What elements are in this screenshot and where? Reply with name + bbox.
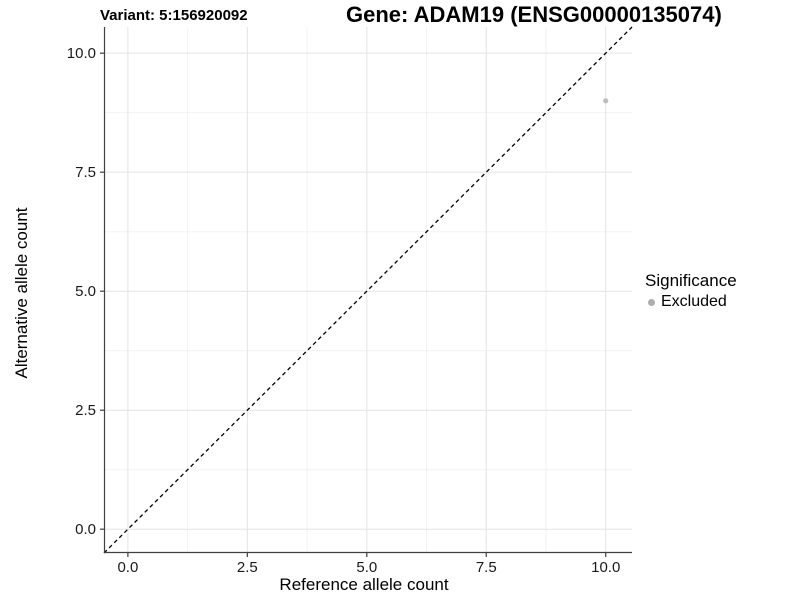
x-tick-label: 0.0 (117, 559, 138, 576)
x-tick-label: 10.0 (591, 559, 620, 576)
x-tick-label: 5.0 (356, 559, 377, 576)
plot-title-variant: Variant: 5:156920092 (100, 7, 248, 24)
data-point (603, 98, 609, 104)
plot-panel: 0.0 2.5 5.0 7.5 10.0 0.0 2.5 5.0 7.5 10.0 (67, 26, 633, 576)
x-axis-title: Reference allele count (279, 575, 449, 594)
legend: Significance Excluded (645, 271, 737, 311)
legend-item-label: Excluded (661, 293, 727, 310)
x-tick-label: 7.5 (476, 559, 497, 576)
y-tick-label: 5.0 (75, 283, 96, 300)
legend-item-excluded: Excluded (645, 293, 737, 311)
identity-line (103, 26, 633, 554)
legend-point-icon (648, 298, 655, 306)
y-tick-label: 0.0 (75, 521, 96, 538)
plot-title-gene: Gene: ADAM19 (ENSG00000135074) (346, 2, 722, 27)
y-axis-title: Alternative allele count (12, 207, 31, 379)
legend-title: Significance (645, 271, 737, 290)
y-tick-label: 10.0 (67, 45, 96, 62)
x-tick-label: 2.5 (237, 559, 258, 576)
y-tick-label: 7.5 (75, 164, 96, 181)
y-tick-label: 2.5 (75, 402, 96, 419)
